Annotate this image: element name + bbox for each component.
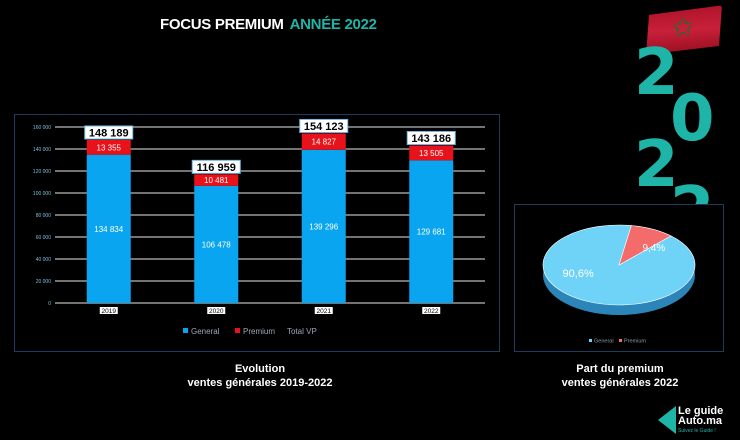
legend-swatch — [235, 328, 240, 333]
total-label-box — [191, 159, 241, 174]
bar-chart-svg: 0 20 000 40 000 60 000 80 000 100 000 120 000 1… — [33, 118, 485, 336]
chart2-caption: Part du premium ventes générales 2022 — [520, 362, 720, 390]
logo-tagline: Suivez le Guide ! — [678, 428, 716, 434]
big-year-digit: 2 — [634, 128, 679, 202]
pie-legend-swatch — [619, 339, 622, 342]
total-value-label: 143 186 — [411, 133, 451, 145]
bar-premium — [86, 139, 131, 155]
bar-premium — [409, 145, 454, 161]
page-title: FOCUS PREMIUM ANNÉE 2022 — [160, 16, 377, 33]
general-value-label: 139 296 — [309, 222, 338, 231]
x-tick-label: 2019 — [102, 308, 117, 315]
x-tick-label: 2021 — [317, 308, 332, 315]
premium-value-label: 14 827 — [312, 138, 337, 147]
y-tick-label: 40 000 — [36, 257, 52, 263]
total-label-box — [299, 118, 349, 133]
legend-label: Total VP — [287, 327, 317, 336]
chart1-caption: Evolution ventes générales 2019-2022 — [150, 362, 370, 390]
sales-evolution-chart: 0 20 000 40 000 60 000 80 000 100 000 120 000 1… — [14, 114, 500, 352]
y-tick-label: 160 000 — [33, 125, 51, 131]
logo-line1: Le guide — [678, 405, 724, 417]
pie-slice — [618, 225, 672, 266]
total-value-label: 116 959 — [197, 162, 236, 174]
legend-label: General — [191, 327, 220, 336]
y-tick-label: 0 — [48, 301, 51, 307]
bar-general — [301, 149, 346, 303]
legend-label: Premium — [243, 327, 275, 336]
bar-premium — [194, 174, 239, 186]
pie-chart-svg: 90,6% 9,4% General Premium — [542, 224, 696, 345]
x-tick-label: 2022 — [424, 308, 439, 315]
x-tick-box — [422, 307, 441, 314]
pie-legend-label: General — [594, 339, 614, 345]
total-value-label: 148 189 — [89, 127, 129, 139]
y-tick-label: 60 000 — [36, 235, 52, 241]
chart1-caption-line1: Evolution — [234, 363, 286, 375]
legend-swatch — [183, 328, 188, 333]
bar-general — [409, 160, 454, 303]
big-year-digit: 2 — [634, 36, 679, 110]
logo-line2: Auto.ma — [678, 415, 722, 427]
pie-value-label: 9,4% — [642, 243, 665, 254]
chart1-caption-line2: ventes générales 2019-2022 — [187, 377, 333, 389]
y-tick-label: 140 000 — [33, 147, 51, 153]
title-focus-premium: FOCUS PREMIUM — [160, 16, 284, 33]
y-tick-label: 20 000 — [36, 279, 52, 285]
general-value-label: 134 834 — [94, 225, 123, 234]
total-label-box — [84, 125, 134, 140]
bar-general — [86, 154, 131, 303]
big-year-digit: 0 — [670, 82, 715, 156]
y-tick-label: 100 000 — [33, 191, 51, 197]
x-tick-label: 2020 — [209, 308, 224, 315]
bar-general — [194, 185, 239, 303]
title-year: ANNÉE 2022 — [289, 16, 377, 33]
chart2-caption-line1: Part du premium — [576, 363, 664, 375]
chart2-caption-line2: ventes générales 2022 — [561, 377, 679, 389]
general-value-label: 129 681 — [417, 228, 446, 237]
pie-value-label: 90,6% — [563, 268, 594, 280]
premium-value-label: 13 355 — [97, 143, 122, 152]
general-value-label: 106 478 — [202, 240, 231, 249]
pie-legend-label: Premium — [624, 339, 646, 345]
pie-legend-swatch — [589, 339, 592, 342]
premium-value-label: 10 481 — [204, 176, 229, 185]
x-tick-box — [99, 307, 118, 314]
bar-premium — [301, 133, 346, 150]
y-tick-label: 120 000 — [33, 169, 51, 175]
x-tick-box — [207, 307, 226, 314]
premium-share-chart: 90,6% 9,4% General Premium — [514, 204, 724, 352]
le-guide-auto-logo: Le guide Auto.ma Suivez le Guide ! — [658, 404, 738, 438]
y-tick-label: 80 000 — [36, 213, 52, 219]
logo-triangle-icon — [658, 406, 676, 434]
x-tick-box — [314, 307, 333, 314]
premium-value-label: 13 505 — [419, 149, 444, 158]
total-value-label: 154 123 — [304, 121, 344, 133]
total-label-box — [406, 130, 456, 145]
